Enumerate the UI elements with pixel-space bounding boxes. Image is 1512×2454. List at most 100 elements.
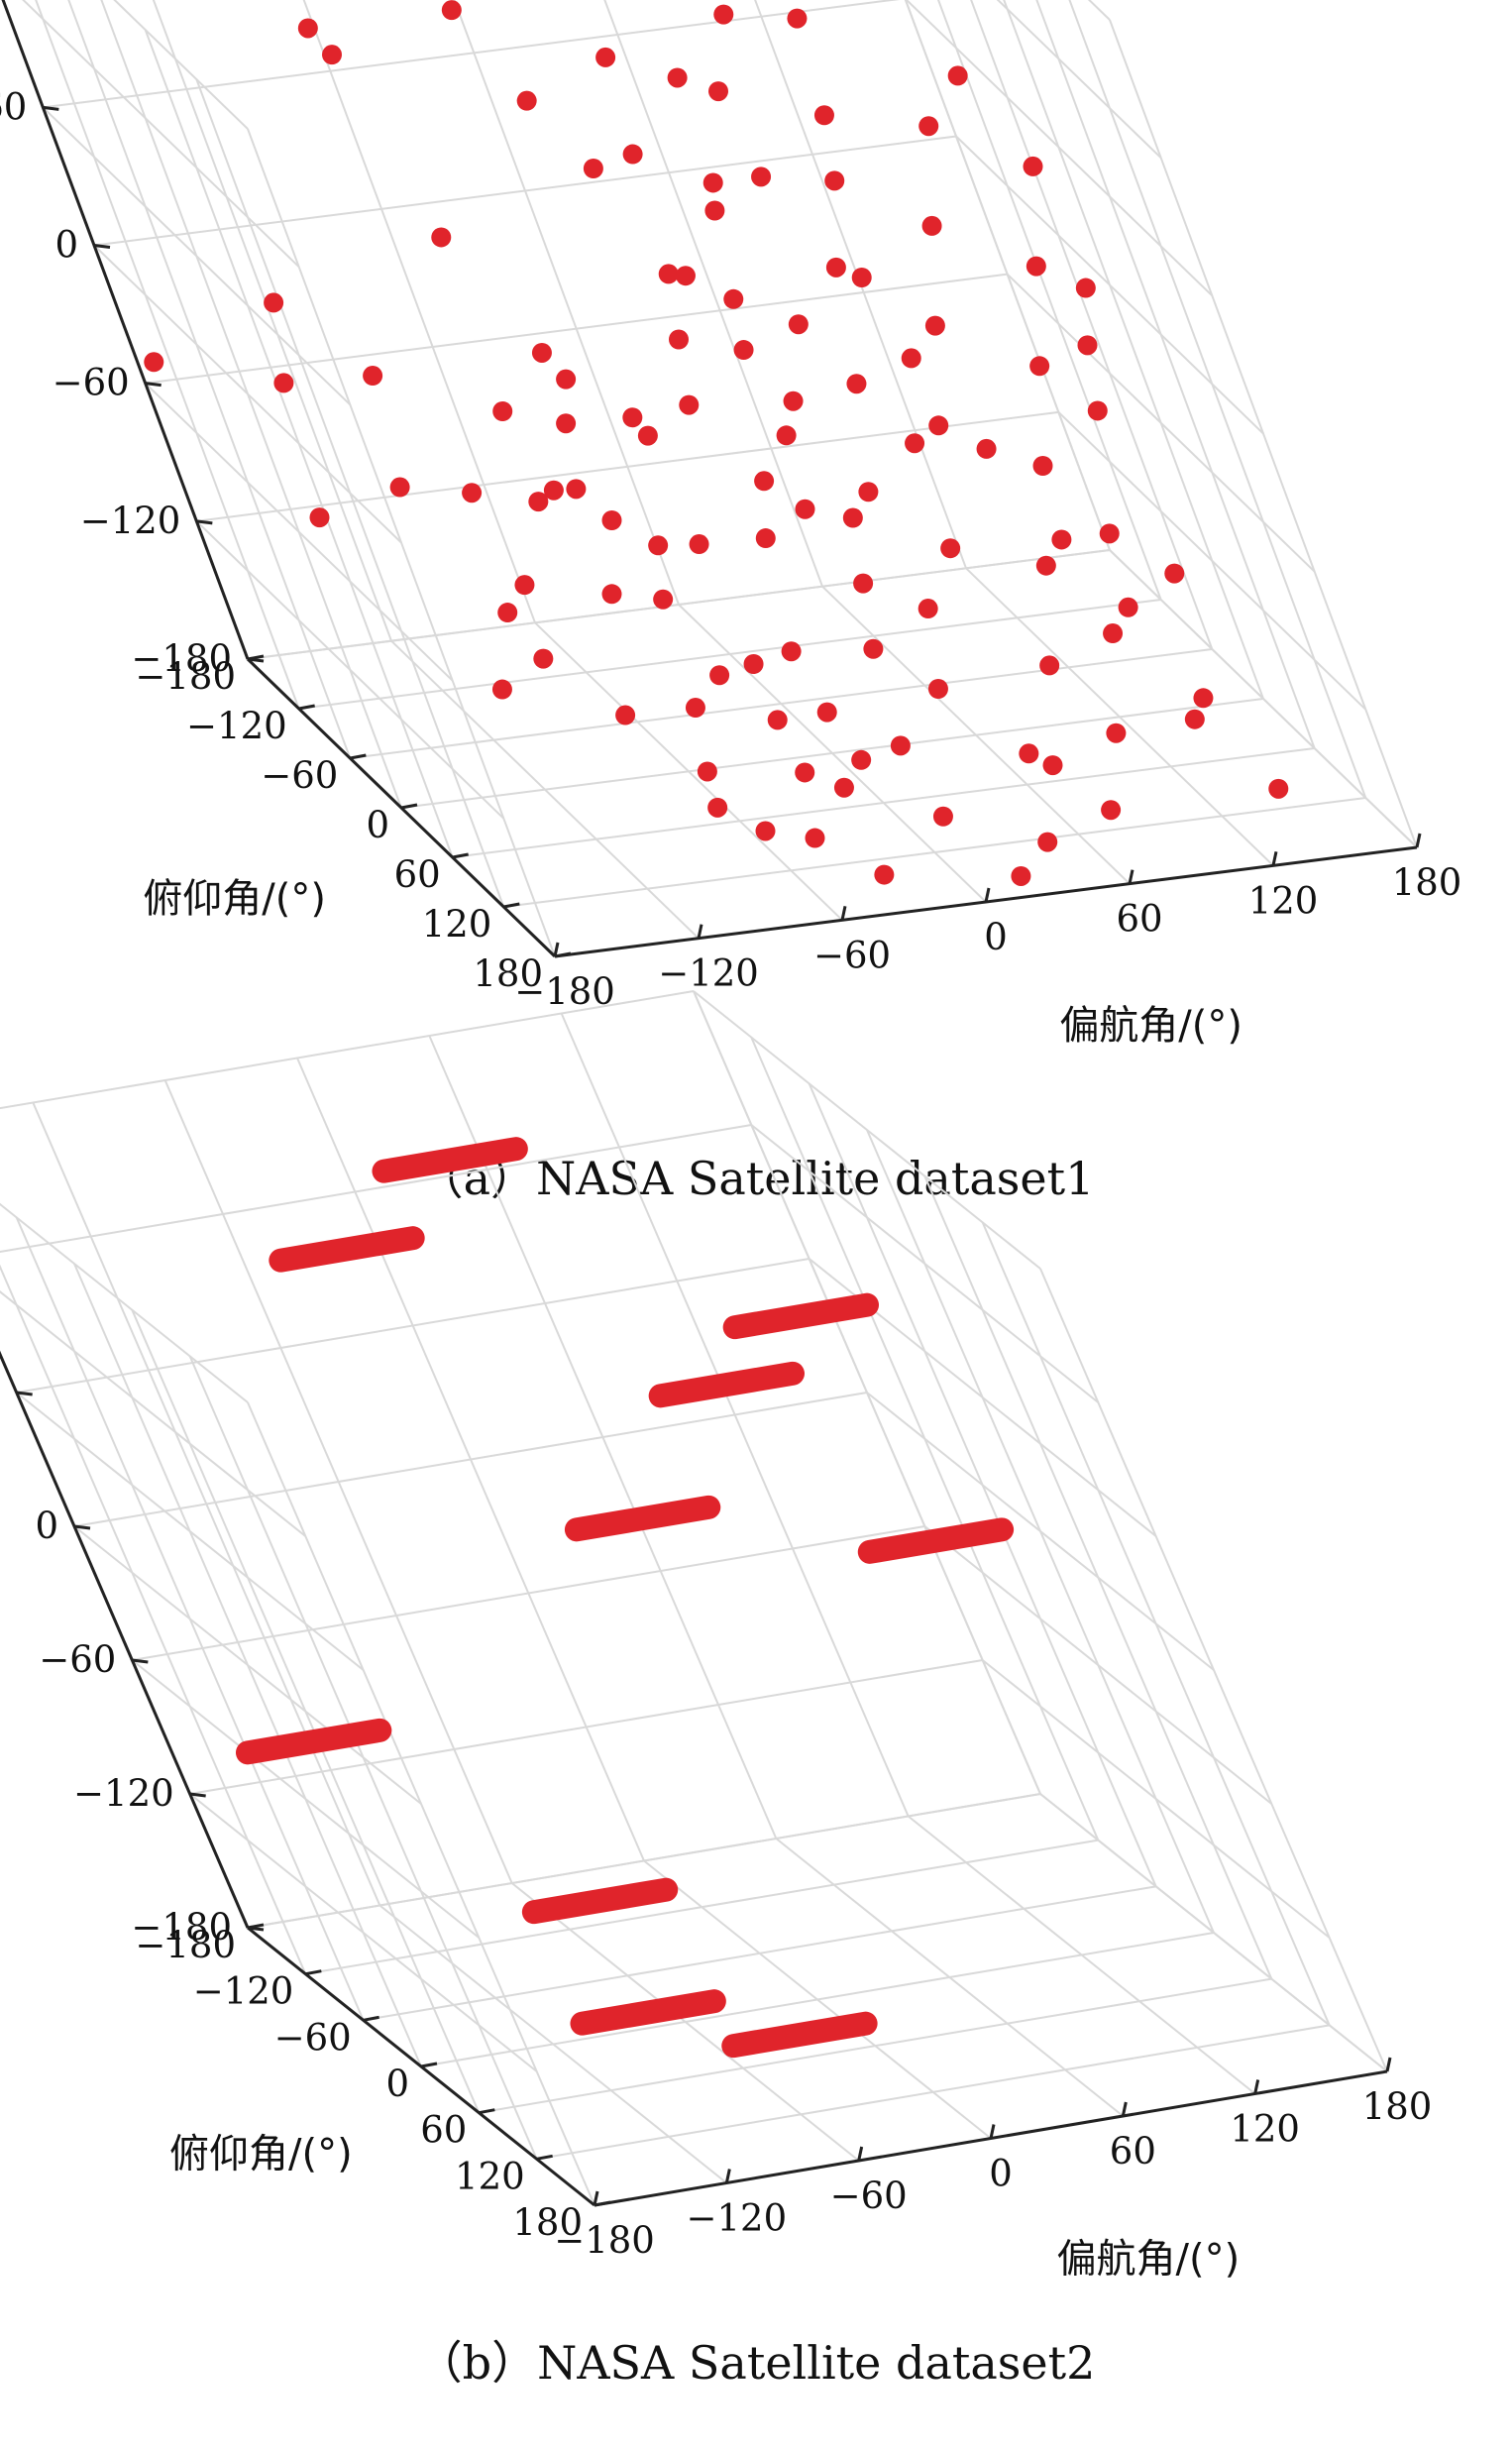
- y-tick-label: 60: [394, 853, 441, 896]
- left-wall-gridline: [16, 1392, 365, 1671]
- back-wall-gridline: [0, 990, 695, 1110]
- back-wall-gridline: [603, 0, 823, 588]
- x-tick-label: −60: [813, 934, 891, 976]
- x-tick-label: 180: [1392, 861, 1462, 904]
- y-tick-label: −120: [193, 1970, 294, 2013]
- y-axis-label: 俯仰角/(°): [169, 2132, 353, 2177]
- data-point: [667, 67, 688, 88]
- back-wall-gridline: [73, 1392, 868, 1527]
- y-tick-label: 120: [455, 2155, 525, 2197]
- data-point: [1019, 743, 1039, 764]
- data-point: [273, 373, 294, 393]
- data-point: [595, 47, 616, 67]
- tick-labels: −180−180−180−120−120−120−60−60−600006060…: [0, 1371, 1432, 2262]
- data-point: [918, 599, 938, 619]
- right-wall-gridline: [923, 1175, 1273, 1980]
- data-point: [776, 425, 797, 446]
- y-tick: [503, 902, 520, 909]
- data-point: [787, 8, 808, 29]
- x-tick: [724, 2169, 731, 2183]
- data-point: [905, 433, 925, 454]
- data-point: [685, 698, 705, 719]
- data-point: [851, 268, 872, 287]
- floor-gridline: [479, 1977, 1272, 2114]
- data-point: [816, 702, 837, 723]
- y-tick: [594, 2200, 611, 2207]
- left-wall-gridline: [247, 128, 556, 957]
- data-point: [833, 777, 854, 798]
- data-point: [1035, 555, 1056, 576]
- data-point: [528, 492, 549, 512]
- y-tick: [420, 2062, 438, 2068]
- data-segment: [236, 1718, 392, 1765]
- y-tick-label: 120: [422, 903, 492, 946]
- data-point: [1029, 356, 1050, 377]
- data-segment: [722, 1292, 879, 1340]
- left-wall-gridline: [0, 1202, 249, 1403]
- right-wall-gridline: [996, 0, 1162, 159]
- z-tick-label: −180: [131, 637, 232, 680]
- x-tick-label: 120: [1230, 2108, 1300, 2151]
- data-segment: [857, 1517, 1015, 1564]
- left-wall-gridline: [131, 1309, 481, 2114]
- data-point: [556, 413, 577, 434]
- data-segment: [721, 2011, 878, 2059]
- data-point: [431, 227, 452, 248]
- data-point: [947, 65, 968, 86]
- data-point: [783, 390, 804, 411]
- data-point: [795, 762, 815, 783]
- x-tick: [989, 2124, 996, 2139]
- data-marks: [236, 1137, 1015, 2059]
- data-point: [556, 369, 577, 390]
- right-wall-gridline: [693, 990, 1041, 1270]
- z-tick-label: −180: [131, 1906, 232, 1949]
- left-wall-gridline: [22, 0, 300, 268]
- data-point: [805, 828, 825, 848]
- data-point: [863, 638, 884, 659]
- data-point: [653, 589, 674, 610]
- data-point: [928, 415, 949, 436]
- data-point: [713, 4, 734, 25]
- data-point: [1193, 688, 1214, 709]
- x-tick-label: −120: [687, 2197, 788, 2240]
- data-segment: [269, 1226, 425, 1273]
- data-point: [901, 348, 921, 369]
- right-wall-gridline: [1039, 1268, 1388, 2072]
- floor-gridline: [821, 585, 1131, 885]
- data-point: [751, 167, 772, 187]
- data-point: [675, 266, 696, 286]
- data-point: [890, 735, 911, 756]
- z-tick-label: 0: [35, 1505, 58, 1547]
- data-point: [322, 45, 342, 65]
- x-tick: [1128, 869, 1134, 884]
- data-point: [497, 603, 518, 623]
- data-point: [389, 477, 410, 498]
- left-wall-gridline: [0, 1264, 307, 1975]
- data-point: [601, 510, 622, 530]
- back-wall-gridline: [16, 1258, 810, 1394]
- data-point: [697, 761, 717, 782]
- data-point: [144, 352, 164, 373]
- data-point: [622, 144, 643, 165]
- z-tick-label: −60: [53, 362, 130, 404]
- right-wall-gridline: [981, 1221, 1331, 2026]
- x-tick: [1271, 851, 1278, 866]
- data-point: [669, 329, 689, 350]
- y-tick-label: −180: [135, 1924, 236, 1966]
- data-point: [858, 482, 879, 502]
- data-point: [723, 288, 744, 309]
- z-tick: [73, 1524, 91, 1530]
- data-point: [1184, 709, 1205, 729]
- data-point: [566, 479, 587, 500]
- data-point: [733, 340, 754, 361]
- x-axis-label: 偏航角/(°): [1057, 2237, 1241, 2283]
- data-point: [1026, 256, 1046, 277]
- floor-gridline: [420, 1932, 1215, 2067]
- z-tick: [16, 1391, 33, 1396]
- data-point: [813, 105, 834, 126]
- data-point: [363, 366, 383, 387]
- data-segment: [372, 1137, 528, 1183]
- y-tick: [452, 852, 469, 859]
- left-wall-gridline: [195, 78, 505, 908]
- data-segment: [570, 1989, 726, 2036]
